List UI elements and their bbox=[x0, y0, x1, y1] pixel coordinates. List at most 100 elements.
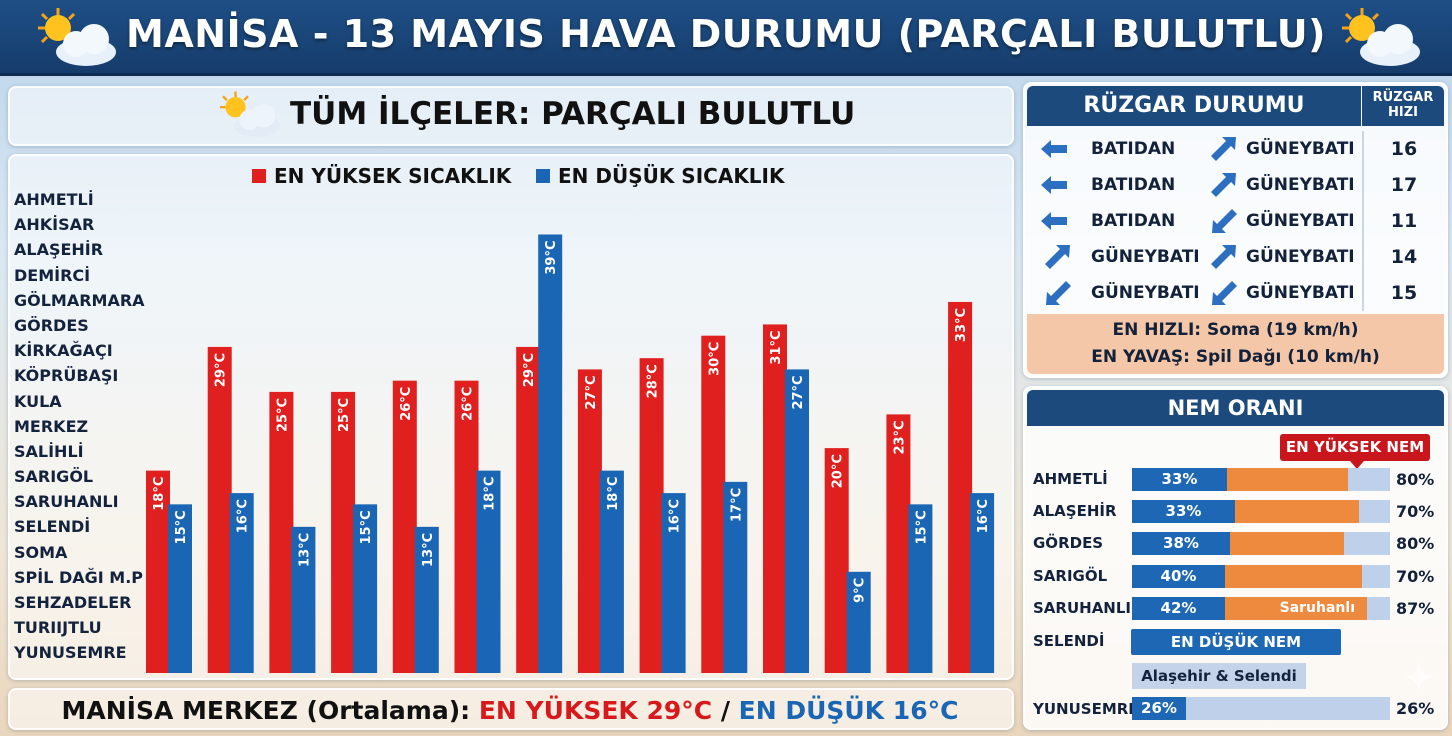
high-temp-label: 23°C bbox=[892, 420, 907, 454]
humidity-high-value: 87% bbox=[1396, 599, 1435, 618]
highest-humidity-tag: EN YÜKSEK NEM bbox=[1280, 434, 1430, 469]
humidity-high-fill bbox=[1235, 500, 1359, 523]
high-temp-label: 28°C bbox=[646, 364, 661, 398]
district-name: KİRKAĞAÇI bbox=[14, 341, 113, 361]
merkez-prefix: MANİSA MERKEZ (Ortalama): bbox=[61, 696, 479, 725]
wind-row: BATIDAN GÜNEYBATI 11 bbox=[1027, 203, 1444, 239]
arrow-left-icon bbox=[1041, 212, 1067, 230]
high-temp-label: 26°C bbox=[399, 387, 414, 421]
arrow-up-right-icon bbox=[1211, 245, 1236, 269]
low-temp-bar bbox=[970, 493, 995, 673]
humidity-low-fill: 33% bbox=[1132, 468, 1227, 491]
wind-summary: EN HIZLI: Soma (19 km/h) EN YAVAŞ: Spil … bbox=[1027, 314, 1444, 374]
district-name: SEHZADELER bbox=[14, 593, 132, 612]
humidity-high-value: 80% bbox=[1396, 470, 1435, 489]
district-name: SPİL DAĞI M.P bbox=[14, 567, 144, 587]
arrow-up-right-icon bbox=[1045, 245, 1070, 269]
high-temp-label: 20°C bbox=[831, 454, 846, 488]
high-temp-label: 29°C bbox=[522, 353, 537, 387]
humidity-high-value: 26% bbox=[1396, 699, 1435, 718]
wind-dir2: GÜNEYBATI bbox=[1246, 283, 1355, 303]
arrow-down-left-icon bbox=[1212, 281, 1237, 305]
arrow-up-right-icon bbox=[1211, 173, 1236, 197]
merkez-low: EN DÜŞÜK 16°C bbox=[738, 696, 959, 725]
humidity-low-fill: 33% bbox=[1132, 500, 1235, 523]
low-temp-bar bbox=[846, 571, 871, 673]
sparkle-icon bbox=[1403, 661, 1435, 693]
temperature-chart: 18°C 15°C 29°C 16°C 25°C 13°C 25°C 15°C 26°C 13°C… bbox=[146, 234, 995, 674]
humidity-label: GÖRDES bbox=[1033, 534, 1104, 552]
district-name: KULA bbox=[14, 391, 62, 411]
high-temp-bar bbox=[701, 335, 726, 673]
high-temp-bar bbox=[269, 391, 294, 673]
high-temp-label: 27°C bbox=[584, 375, 599, 409]
low-temp-bar bbox=[229, 493, 254, 673]
low-temp-label: 15°C bbox=[359, 510, 374, 544]
low-temp-label: 27°C bbox=[791, 375, 806, 409]
high-temp-bar bbox=[763, 324, 787, 673]
wind-speed: 11 bbox=[1362, 203, 1444, 239]
high-temp-label: 29°C bbox=[214, 353, 229, 387]
low-temp-label: 15°C bbox=[174, 510, 189, 544]
low-temp-bar bbox=[661, 493, 686, 673]
low-temp-bar bbox=[599, 470, 624, 673]
low-temp-bar bbox=[538, 234, 563, 674]
low-temp-label: 13°C bbox=[297, 533, 312, 567]
low-temp-label: 16°C bbox=[668, 499, 683, 533]
district-name: GÖLMARMARA bbox=[14, 290, 145, 310]
high-temp-bar bbox=[146, 470, 170, 673]
district-name: GÖRDES bbox=[14, 315, 89, 335]
low-temp-bar bbox=[785, 369, 809, 673]
high-temp-bar bbox=[948, 301, 973, 673]
legend-high-label: EN YÜKSEK SICAKLIK bbox=[274, 164, 512, 188]
high-temp-label: 18°C bbox=[152, 477, 167, 511]
wind-slowest: EN YAVAŞ: Spil Dağı (10 km/h) bbox=[1091, 347, 1380, 367]
district-name: SARIGÖL bbox=[14, 467, 94, 487]
district-name: SELENDİ bbox=[14, 517, 91, 537]
partly-cloudy-icon bbox=[38, 8, 116, 66]
wind-speed-header: RÜZGAR HIZI bbox=[1362, 86, 1444, 126]
district-name: ALAŞEHİR bbox=[14, 240, 104, 260]
humidity-title: NEM ORANI bbox=[1027, 390, 1444, 426]
wind-fastest: EN HIZLI: Soma (19 km/h) bbox=[1112, 320, 1359, 340]
high-temp-bar bbox=[639, 358, 664, 673]
humidity-bar: 38% bbox=[1132, 532, 1390, 555]
district-name: SARUHANLI bbox=[14, 492, 119, 512]
district-name: MERKEZ bbox=[14, 416, 89, 436]
low-temp-label: 16°C bbox=[236, 499, 251, 533]
wind-dir2: GÜNEYBATI bbox=[1246, 139, 1355, 159]
district-name: AHKİSAR bbox=[14, 215, 95, 235]
humidity-high-value: 80% bbox=[1396, 534, 1435, 553]
low-temp-bar bbox=[414, 526, 439, 673]
bottom-panel bbox=[8, 688, 1014, 730]
arrow-down-left-icon bbox=[1046, 281, 1071, 305]
high-temp-bar bbox=[824, 448, 849, 673]
high-temp-label: 25°C bbox=[337, 398, 352, 432]
humidity-label: ALAŞEHİR bbox=[1033, 502, 1117, 520]
low-temp-label: 9°C bbox=[853, 578, 868, 603]
low-temp-bar bbox=[723, 481, 748, 673]
legend-high: EN YÜKSEK SICAKLIK bbox=[252, 164, 511, 188]
legend-low: EN DÜŞÜK SICAKLIK bbox=[536, 164, 785, 188]
partly-cloudy-icon bbox=[219, 91, 281, 137]
humidity-bar: 33% bbox=[1132, 500, 1390, 523]
humidity-low-fill: 40% bbox=[1132, 565, 1225, 588]
high-temp-bar bbox=[207, 346, 232, 673]
humidity-low-fill: 26% bbox=[1132, 697, 1186, 720]
district-name: AHMETLİ bbox=[14, 190, 94, 209]
wind-speed: 16 bbox=[1362, 131, 1444, 167]
legend-swatch-low bbox=[536, 169, 550, 183]
humidity-bar: Saruhanlı 42% bbox=[1132, 597, 1390, 620]
high-temp-bar bbox=[577, 369, 602, 673]
page-title: MANİSA - 13 MAYIS HAVA DURUMU (PARÇALI B… bbox=[126, 12, 1326, 56]
high-temp-label: 30°C bbox=[707, 342, 722, 376]
district-name: SOMA bbox=[14, 542, 68, 562]
humidity-label: SARUHANLI bbox=[1033, 599, 1131, 617]
humidity-high-fill bbox=[1227, 468, 1348, 491]
high-temp-label: 31°C bbox=[769, 330, 784, 364]
low-temp-label: 15°C bbox=[914, 510, 929, 544]
humidity-label: AHMETLİ bbox=[1033, 470, 1108, 488]
humidity-high-fill bbox=[1225, 565, 1362, 588]
wind-speed: 15 bbox=[1362, 275, 1444, 311]
arrow-left-icon bbox=[1041, 176, 1067, 194]
